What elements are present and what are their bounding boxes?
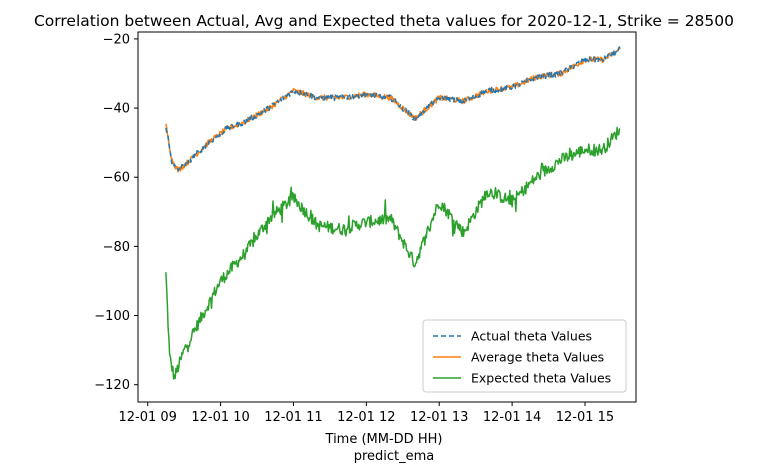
- x-tick-label: 12-01 10: [191, 410, 249, 425]
- y-tick-label: −40: [103, 102, 130, 117]
- y-tick-label: −20: [103, 32, 130, 47]
- x-tick-label: 12-01 09: [118, 410, 176, 425]
- x-tick-label: 12-01 12: [337, 410, 395, 425]
- y-tick-label: −60: [103, 171, 130, 186]
- x-tick-label: 12-01 15: [556, 410, 614, 425]
- x-tick-label: 12-01 14: [483, 410, 541, 425]
- plot-area: −20 −40 −60 −80 −100 −120 12-01 09 12-01 10 12-0…: [94, 31, 637, 425]
- x-tick-label: 12-01 13: [410, 410, 468, 425]
- series-line-2: [165, 126, 621, 380]
- y-tick-label: −100: [94, 309, 130, 324]
- legend-box: [422, 319, 627, 393]
- x-tick-label: 12-01 11: [264, 410, 322, 425]
- legend-label: Average theta Values: [471, 350, 604, 365]
- x-axis-label: Time (MM-DD HH): [325, 432, 443, 447]
- axes-frame: [137, 31, 637, 403]
- legend: Actual theta Values Average theta Values E…: [422, 319, 627, 393]
- y-tick-label: −120: [94, 378, 130, 393]
- series-line-0: [165, 46, 621, 172]
- chart-title: Correlation between Actual, Avg and Expe…: [34, 12, 734, 30]
- legend-label: Expected theta Values: [471, 371, 611, 386]
- legend-label: Actual theta Values: [471, 329, 592, 344]
- x-axis-sublabel: predict_ema: [354, 449, 435, 464]
- y-tick-label: −80: [103, 240, 130, 255]
